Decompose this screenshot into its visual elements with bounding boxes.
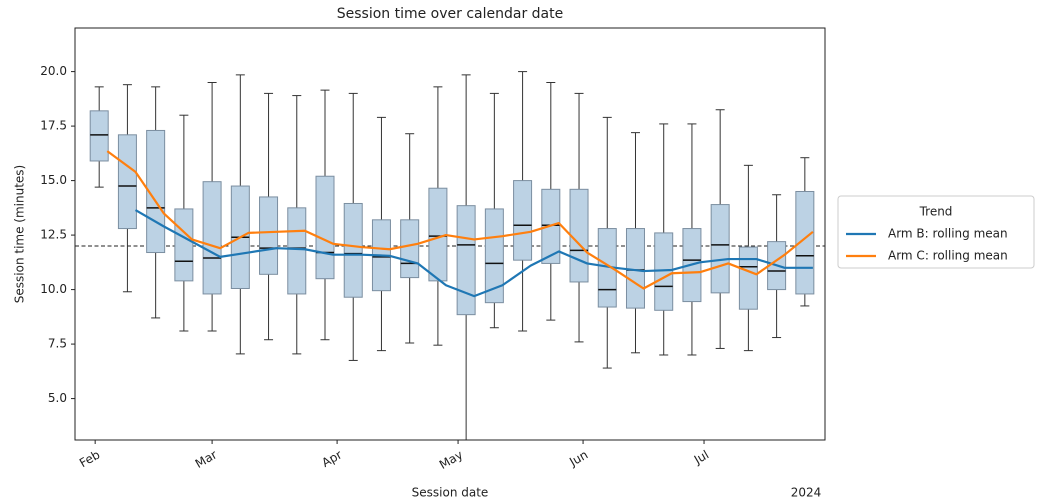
box [315, 175, 335, 280]
box [400, 219, 420, 279]
legend-label: Arm B: rolling mean [888, 227, 1008, 241]
y-axis-label: Session time (minutes) [13, 165, 27, 303]
box [287, 207, 307, 295]
chart-title: Session time over calendar date [337, 6, 564, 22]
x-axis-label: Session date [412, 486, 489, 500]
x-tick-label: May [437, 448, 465, 473]
box [513, 180, 533, 261]
box [146, 129, 166, 254]
box [202, 181, 222, 295]
x-offset-label: 2024 [791, 486, 822, 500]
y-tick-label: 7.5 [48, 337, 67, 351]
box [569, 188, 589, 283]
x-tick-label: Mar [193, 447, 220, 470]
trend-line [106, 150, 814, 290]
legend-title: Trend [919, 205, 953, 219]
y-tick-label: 5.0 [48, 391, 67, 405]
box [174, 208, 194, 282]
y-tick-label: 20.0 [40, 64, 67, 78]
box [738, 246, 758, 310]
x-tick-label: Feb [77, 448, 102, 471]
x-tick-label: Jun [566, 448, 590, 470]
box [343, 202, 363, 298]
plot-frame [74, 27, 826, 441]
box [710, 204, 730, 294]
box [456, 205, 476, 316]
plot-area [75, 71, 825, 440]
y-tick-label: 12.5 [40, 228, 67, 242]
box [259, 196, 279, 275]
box [484, 208, 504, 304]
legend-label: Arm C: rolling mean [888, 249, 1008, 263]
box [89, 110, 109, 162]
legend-box [837, 195, 1035, 269]
trend-line [134, 209, 813, 298]
y-tick-label: 17.5 [40, 119, 67, 133]
legend: Trend Arm B: rolling mean Arm C: rolling … [837, 195, 1035, 269]
x-tick-label: Jul [691, 448, 711, 468]
y-tick-label: 15.0 [40, 173, 67, 187]
x-tick-label: Apr [319, 447, 344, 470]
y-tick-label: 10.0 [40, 282, 67, 296]
box [117, 134, 137, 230]
